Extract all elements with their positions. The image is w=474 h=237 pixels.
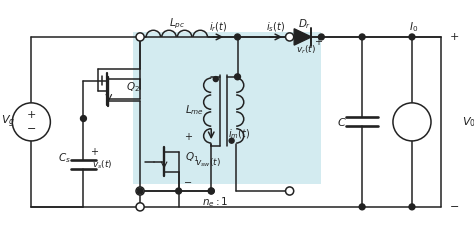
Circle shape: [136, 187, 144, 195]
Circle shape: [229, 138, 234, 143]
Polygon shape: [294, 29, 311, 45]
Circle shape: [136, 203, 144, 211]
Text: −: −: [27, 124, 36, 134]
Circle shape: [136, 33, 144, 41]
Text: $L_{me}$: $L_{me}$: [184, 104, 203, 118]
Circle shape: [81, 116, 86, 121]
Text: +: +: [27, 110, 36, 120]
Text: −: −: [450, 202, 459, 212]
Text: −: −: [183, 178, 192, 188]
Circle shape: [359, 204, 365, 210]
Text: $L_{pc}$: $L_{pc}$: [169, 17, 185, 32]
Text: $v_{sw}(t)$: $v_{sw}(t)$: [195, 156, 221, 169]
Text: $V_0$: $V_0$: [462, 115, 474, 129]
Circle shape: [12, 103, 50, 141]
Text: +: +: [90, 147, 98, 157]
Circle shape: [235, 74, 240, 80]
Circle shape: [359, 34, 365, 40]
Circle shape: [409, 204, 415, 210]
Circle shape: [319, 34, 324, 40]
Text: +: +: [314, 37, 322, 47]
Text: $V_g$: $V_g$: [0, 114, 15, 130]
Text: $i_s(t)$: $i_s(t)$: [266, 20, 286, 34]
Circle shape: [393, 103, 431, 141]
Text: $C$: $C$: [337, 116, 346, 128]
Circle shape: [208, 188, 214, 194]
Circle shape: [285, 187, 294, 195]
Text: $D_r$: $D_r$: [298, 17, 312, 31]
Bar: [133, 32, 321, 184]
Text: $i_r(t)$: $i_r(t)$: [210, 20, 228, 34]
Circle shape: [137, 188, 143, 194]
Text: $v_s(t)$: $v_s(t)$: [91, 159, 112, 171]
Circle shape: [235, 34, 240, 40]
Text: $I_0$: $I_0$: [409, 20, 418, 34]
Text: +: +: [450, 32, 459, 42]
Text: $n_e : 1$: $n_e : 1$: [201, 196, 228, 209]
Circle shape: [285, 33, 294, 41]
Text: $Q_2$: $Q_2$: [127, 80, 140, 94]
Text: $C_s$: $C_s$: [58, 151, 71, 165]
Circle shape: [213, 77, 218, 82]
Text: $i_m(t)$: $i_m(t)$: [228, 128, 251, 141]
Text: $v_r(t)$: $v_r(t)$: [295, 43, 316, 56]
Circle shape: [176, 188, 182, 194]
Circle shape: [409, 34, 415, 40]
Text: $Q_1$: $Q_1$: [185, 150, 200, 164]
Circle shape: [208, 188, 214, 194]
Text: +: +: [183, 132, 191, 142]
